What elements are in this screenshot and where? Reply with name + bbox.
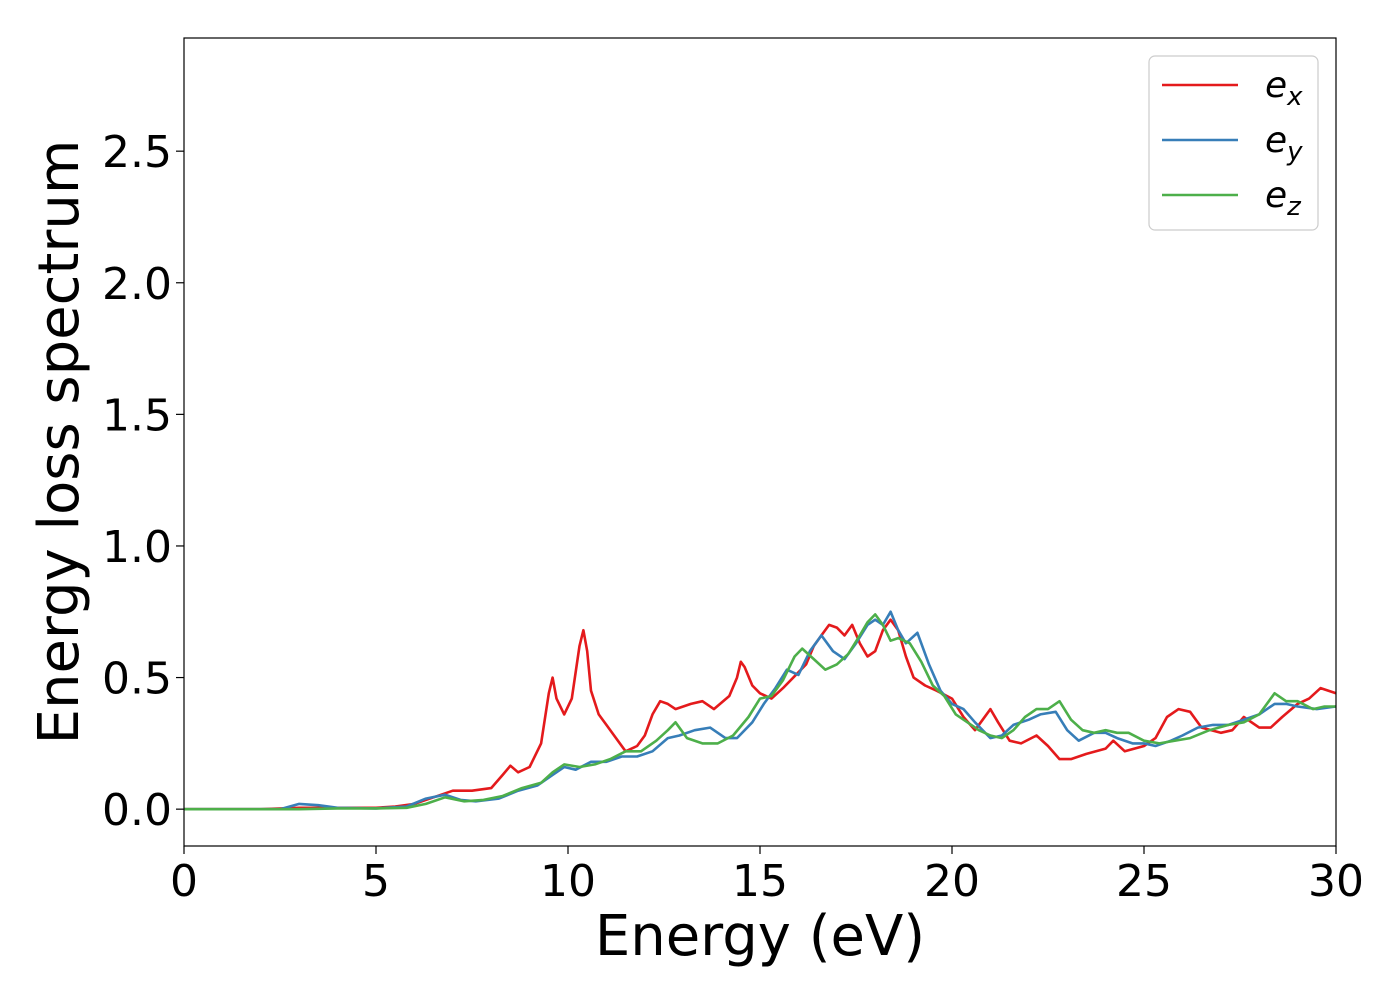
y-axis-title: Energy loss spectrum <box>27 140 92 745</box>
y-tick-label: 0.0 <box>102 785 172 836</box>
y-tick-label: 2.0 <box>102 259 172 310</box>
y-axis: 0.0 0.5 1.0 1.5 2.0 2.5 <box>102 127 184 836</box>
y-tick-label: 1.0 <box>102 522 172 573</box>
legend-label-z: ez <box>1265 175 1302 222</box>
x-tick-label: 10 <box>540 856 596 907</box>
x-tick-label: 0 <box>170 856 198 907</box>
legend[interactable]: ex ey ez <box>1148 55 1319 231</box>
x-tick-label: 5 <box>362 856 390 907</box>
y-tick-label: 2.5 <box>102 127 172 178</box>
x-tick-label: 30 <box>1308 856 1364 907</box>
x-axis-title: Energy (eV) <box>595 904 925 969</box>
x-tick-label: 20 <box>924 856 980 907</box>
legend-box <box>1148 55 1319 231</box>
series-layer <box>184 610 1336 811</box>
x-tick-label: 15 <box>732 856 788 907</box>
legend-label-y: ey <box>1265 120 1303 167</box>
x-tick-label: 25 <box>1116 856 1172 907</box>
legend-label-x: ex <box>1265 65 1303 112</box>
y-tick-label: 0.5 <box>102 654 172 705</box>
x-axis: 0 5 10 15 20 25 30 <box>170 846 1364 907</box>
series-line-z <box>184 613 1336 811</box>
y-tick-label: 1.5 <box>102 390 172 441</box>
